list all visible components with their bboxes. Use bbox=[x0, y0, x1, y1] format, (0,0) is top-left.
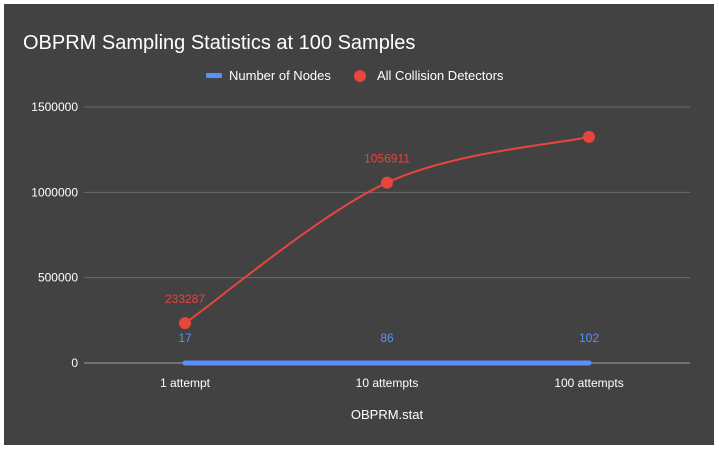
legend-label-collision: All Collision Detectors bbox=[377, 68, 504, 83]
y-tick-label: 0 bbox=[71, 356, 78, 370]
x-axis-title: OBPRM.stat bbox=[351, 407, 424, 422]
data-point-number-of-nodes bbox=[385, 360, 389, 365]
data-point-number-of-nodes bbox=[183, 360, 187, 365]
x-tick-label: 10 attempts bbox=[356, 376, 419, 390]
label-layer: 17 86 102 233287 1056911 bbox=[165, 152, 599, 345]
data-label-all-collision-detectors: 233287 bbox=[165, 292, 205, 306]
chart-frame: OBPRM Sampling Statistics at 100 Samples… bbox=[4, 4, 714, 445]
data-label-number-of-nodes: 102 bbox=[579, 331, 599, 345]
data-point-all-collision-detectors bbox=[381, 176, 393, 189]
y-tick-label: 500000 bbox=[38, 271, 78, 285]
legend: Number of Nodes All Collision Detectors bbox=[206, 68, 504, 83]
chart-title: OBPRM Sampling Statistics at 100 Samples bbox=[23, 32, 415, 54]
y-tick-label: 1500000 bbox=[31, 100, 78, 114]
data-point-all-collision-detectors bbox=[179, 317, 191, 330]
chart-svg: OBPRM Sampling Statistics at 100 Samples… bbox=[23, 32, 690, 422]
y-tick-label: 1000000 bbox=[31, 185, 78, 199]
legend-label-nodes: Number of Nodes bbox=[229, 68, 331, 83]
x-tick-label: 1 attempt bbox=[160, 376, 211, 390]
legend-swatch-collision bbox=[354, 70, 366, 82]
data-label-number-of-nodes: 86 bbox=[380, 331, 394, 345]
grid-layer bbox=[84, 106, 690, 364]
axis-layer: 0 500000 1000000 1500000 1 attempt 10 attempt… bbox=[31, 100, 623, 390]
series-layer bbox=[179, 130, 595, 366]
data-point-number-of-nodes bbox=[587, 360, 591, 365]
data-label-number-of-nodes: 17 bbox=[178, 331, 192, 345]
data-point-all-collision-detectors bbox=[583, 130, 595, 143]
legend-swatch-nodes bbox=[206, 73, 222, 78]
x-tick-label: 100 attempts bbox=[554, 376, 623, 390]
data-label-all-collision-detectors: 1056911 bbox=[364, 152, 410, 166]
